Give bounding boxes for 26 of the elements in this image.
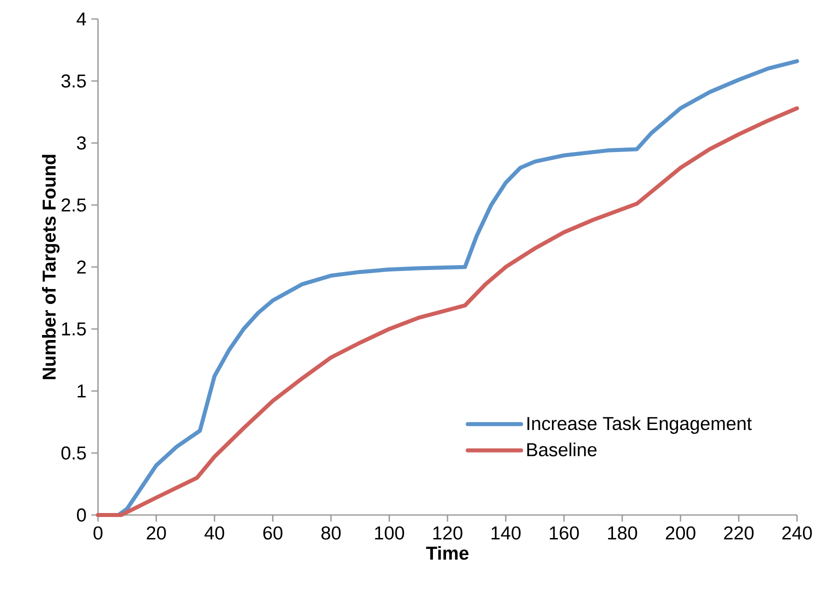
x-tick-label: 200	[666, 526, 696, 540]
x-tick-label: 240	[782, 526, 812, 540]
x-tick-label: 160	[550, 526, 579, 540]
x-tick-label: 220	[724, 526, 754, 540]
x-tick-label: 180	[608, 526, 638, 540]
y-axis-title: Number of Targets Found	[42, 154, 60, 380]
y-tick-label: 1	[78, 384, 86, 398]
y-tick-label: 1.5	[62, 322, 86, 336]
x-tick-label: 140	[492, 526, 521, 540]
x-tick-label: 40	[204, 526, 224, 540]
y-tick-label: 4	[76, 12, 86, 26]
x-tick-label: 120	[433, 526, 462, 540]
y-tick-label: 2	[77, 260, 86, 274]
x-tick-label: 100	[375, 526, 404, 540]
legend-label: Baseline	[527, 442, 597, 456]
y-tick-label: 2.5	[62, 198, 86, 212]
legend-label: Increase Task Engagement	[527, 416, 752, 434]
y-tick-label: 3.5	[61, 74, 86, 88]
y-tick-label: 0.5	[61, 446, 86, 460]
y-tick-label: 3	[76, 136, 86, 150]
y-tick-label: 0	[76, 508, 86, 522]
x-tick-label: 80	[321, 526, 341, 540]
x-tick-label: 0	[94, 526, 102, 540]
x-axis-title: Time	[426, 546, 468, 560]
x-tick-label: 60	[263, 526, 282, 540]
x-tick-label: 20	[146, 526, 166, 540]
